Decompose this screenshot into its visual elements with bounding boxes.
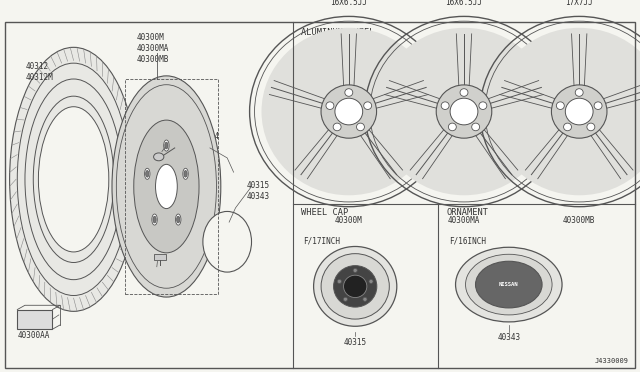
Ellipse shape [441,102,449,109]
Ellipse shape [164,142,168,149]
Ellipse shape [112,76,221,297]
Ellipse shape [472,123,479,131]
Ellipse shape [436,85,492,138]
Ellipse shape [353,269,357,272]
Text: 40311: 40311 [144,129,167,138]
Ellipse shape [476,261,542,308]
Ellipse shape [333,123,341,131]
Ellipse shape [175,214,181,225]
Ellipse shape [326,102,334,109]
Ellipse shape [343,297,348,301]
Ellipse shape [153,216,156,223]
Ellipse shape [363,297,367,301]
Ellipse shape [556,102,564,109]
Ellipse shape [10,47,138,311]
Ellipse shape [333,266,377,307]
Ellipse shape [335,98,363,125]
Ellipse shape [552,85,607,138]
Text: 16X6.5JJ: 16X6.5JJ [445,0,483,7]
Text: 17X7JJ: 17X7JJ [565,0,593,7]
Text: J4330009: J4330009 [595,358,628,364]
Text: 40300A: 40300A [141,269,168,278]
Ellipse shape [177,216,180,223]
Ellipse shape [184,170,187,177]
Ellipse shape [449,123,456,131]
Ellipse shape [479,102,487,109]
Ellipse shape [594,102,602,109]
Text: ALUMINUM WHEEL: ALUMINUM WHEEL [301,28,374,37]
Bar [17,310,52,329]
Text: 40300M
40300MA
40300MB: 40300M 40300MA 40300MB [136,33,169,64]
Ellipse shape [156,164,177,209]
Ellipse shape [450,98,478,125]
Ellipse shape [164,140,169,151]
Text: 16X6.5JJ: 16X6.5JJ [330,0,367,7]
Ellipse shape [377,28,551,195]
Text: 40300AA: 40300AA [17,331,50,340]
Ellipse shape [25,79,122,280]
Ellipse shape [38,107,109,252]
Ellipse shape [314,247,397,326]
Bar [125,80,218,294]
Ellipse shape [344,275,367,298]
Text: 40224: 40224 [197,132,220,141]
Text: F/16INCH: F/16INCH [449,237,486,246]
Ellipse shape [564,123,572,131]
Ellipse shape [154,153,164,161]
Ellipse shape [262,28,436,195]
Ellipse shape [587,123,595,131]
Ellipse shape [492,28,640,195]
Ellipse shape [321,85,376,138]
Ellipse shape [369,279,373,283]
Text: 40315
40343: 40315 40343 [246,181,269,201]
Text: ORNAMENT: ORNAMENT [446,208,488,217]
Text: 40300M: 40300M [335,216,363,225]
Ellipse shape [337,279,342,283]
Ellipse shape [345,89,353,96]
Ellipse shape [460,89,468,96]
Text: NISSAN: NISSAN [499,282,518,287]
Ellipse shape [152,214,157,225]
Ellipse shape [183,168,188,179]
Text: 40300MA: 40300MA [448,216,480,225]
Ellipse shape [321,254,389,319]
Ellipse shape [17,63,130,295]
Ellipse shape [203,211,252,272]
Text: 40300MB: 40300MB [563,216,595,225]
Ellipse shape [456,247,562,322]
Ellipse shape [134,120,199,253]
Ellipse shape [465,254,552,315]
Ellipse shape [33,96,114,263]
Text: 40312
40312M: 40312 40312M [26,62,53,82]
Ellipse shape [364,102,372,109]
Ellipse shape [145,168,150,179]
Text: 40343: 40343 [497,333,520,342]
Text: WHEEL CAP: WHEEL CAP [301,208,348,217]
Text: F/17INCH: F/17INCH [303,237,340,246]
Ellipse shape [565,98,593,125]
Bar [154,254,166,260]
Ellipse shape [356,123,364,131]
Ellipse shape [575,89,583,96]
Ellipse shape [146,170,149,177]
Text: 40315: 40315 [344,338,367,347]
